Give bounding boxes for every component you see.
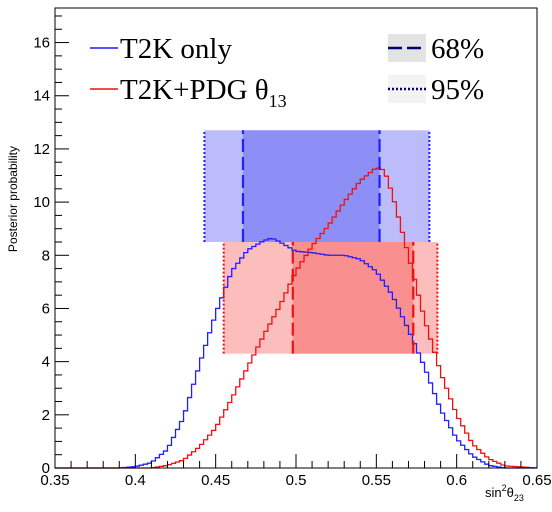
legend-t2k-only-label: T2K only bbox=[120, 33, 232, 65]
y-tick-label-3: 6 bbox=[42, 300, 50, 317]
y-tick-label-4: 8 bbox=[42, 247, 50, 264]
interval-band-3 bbox=[292, 241, 414, 354]
y-tick-label-7: 14 bbox=[33, 88, 50, 105]
x-tick-label-3: 0.5 bbox=[286, 472, 307, 489]
x-tick-label-5: 0.6 bbox=[446, 472, 467, 489]
x-tick-label-4: 0.55 bbox=[362, 472, 391, 489]
x-tick-label-0: 0.35 bbox=[40, 472, 69, 489]
x-tick-label-6: 0.65 bbox=[522, 472, 551, 489]
y-tick-label-8: 16 bbox=[33, 35, 50, 52]
interval-bands bbox=[204, 130, 438, 354]
interval-band-2 bbox=[242, 130, 380, 242]
histogram-lines bbox=[55, 167, 537, 469]
legend: T2K only T2K+PDG θ13 68% 95% bbox=[90, 33, 484, 111]
legend-95-label: 95% bbox=[431, 74, 484, 106]
x-axis: 0.35 0.4 0.45 0.5 0.55 0.6 0.65 bbox=[40, 454, 552, 489]
x-tick-label-2: 0.45 bbox=[201, 472, 230, 489]
x-axis-title: sin2θ23 bbox=[485, 483, 524, 503]
y-tick-label-6: 12 bbox=[33, 141, 50, 158]
y-tick-label-0: 0 bbox=[42, 460, 50, 477]
y-axis-title: Posterior probability bbox=[6, 146, 20, 252]
histogram-series-0 bbox=[55, 238, 537, 469]
y-tick-label-1: 2 bbox=[42, 407, 50, 424]
legend-68-label: 68% bbox=[431, 33, 484, 65]
y-tick-label-2: 4 bbox=[42, 354, 50, 371]
x-tick-label-1: 0.4 bbox=[125, 472, 146, 489]
y-tick-label-5: 10 bbox=[33, 194, 50, 211]
interval-boundary-lines bbox=[203, 130, 439, 354]
legend-t2k-pdg-label: T2K+PDG θ13 bbox=[120, 74, 287, 111]
y-axis: 0 2 4 6 8 10 12 14 16 bbox=[33, 15, 69, 477]
histogram-series-1 bbox=[55, 167, 537, 469]
legend-95-swatch bbox=[388, 75, 426, 103]
